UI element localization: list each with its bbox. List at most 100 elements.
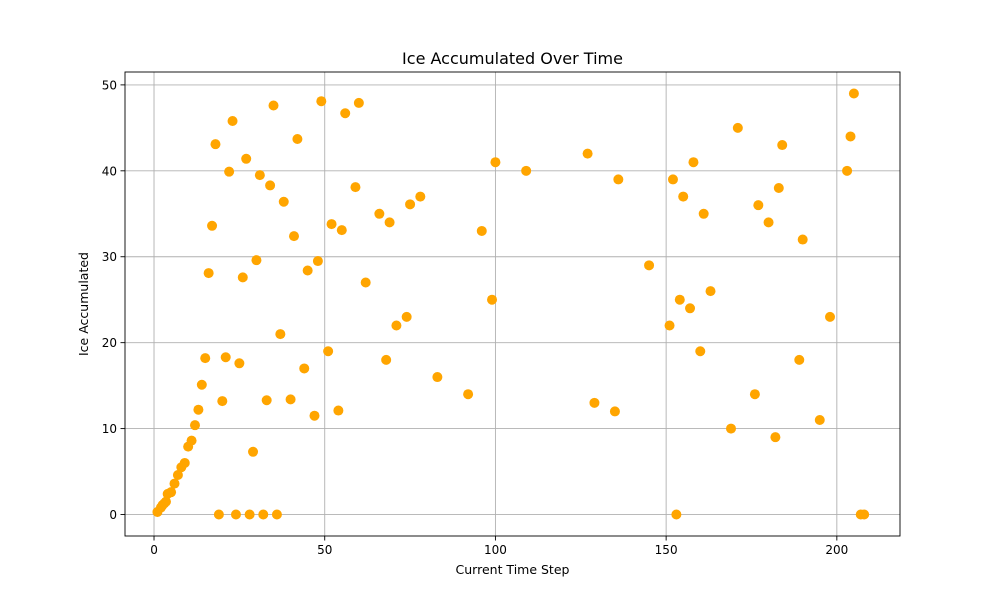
data-point [288,231,299,242]
data-point [432,372,443,383]
data-point [207,220,218,231]
data-point [667,174,678,185]
x-tick-label: 0 [150,543,158,557]
data-point [732,122,743,133]
data-point [265,180,276,191]
y-tick-label: 0 [109,508,117,522]
data-point [200,353,211,364]
data-point [179,457,190,468]
data-point [251,255,262,266]
data-point [248,446,259,457]
data-point [309,410,320,421]
data-point [271,509,282,520]
data-point [374,208,385,219]
data-point [316,96,327,107]
data-point [169,478,180,489]
data-point [777,140,788,151]
data-point [220,352,231,363]
data-point [644,260,655,271]
data-point [770,432,781,443]
data-point [268,100,279,111]
data-point [825,311,836,322]
data-point [166,487,177,498]
y-tick-label: 30 [102,250,117,264]
data-point [285,394,296,405]
y-tick-label: 40 [102,164,117,178]
data-point [773,183,784,193]
data-point [353,97,364,108]
data-point [794,354,805,365]
data-point [401,311,412,322]
data-point [241,153,252,164]
data-point [726,423,737,434]
data-point [521,165,532,176]
data-point [582,148,593,159]
x-tick-label: 150 [655,543,678,557]
data-point [664,320,675,331]
data-point [196,379,207,390]
data-point [797,234,808,245]
data-point [237,272,248,283]
data-point [230,509,241,520]
data-point [698,208,709,219]
data-point [224,166,235,177]
data-point [695,346,706,357]
points-layer [152,88,870,520]
data-point [415,191,426,202]
data-point [705,286,716,297]
data-point [299,363,310,374]
x-tick-label: 200 [825,543,848,557]
data-point [845,131,856,142]
data-point [302,265,313,276]
data-point [848,88,859,99]
data-point [685,303,696,314]
data-point [688,157,699,168]
data-point [336,225,347,236]
data-point [217,396,228,407]
data-point [258,509,269,520]
data-point [227,115,238,126]
data-point [763,217,774,228]
data-point [254,170,265,181]
x-tick-label: 100 [484,543,507,557]
data-point [609,406,620,417]
data-point [326,219,337,230]
data-point [490,157,501,168]
data-point [189,420,200,431]
data-point [381,354,392,365]
data-point [674,294,685,305]
chart-title: Ice Accumulated Over Time [402,49,623,68]
data-point [292,134,303,145]
data-point [333,405,344,416]
data-point [360,277,371,288]
ticks-layer: 0 50 100 150 200 0 10 20 30 40 50 [102,78,849,557]
data-point [749,389,760,400]
data-point [186,435,197,446]
data-point [463,389,474,400]
y-tick-label: 10 [102,422,117,436]
data-point [278,196,289,207]
data-point [859,509,870,520]
data-point [487,294,498,305]
data-point [234,358,245,369]
plot-frame [124,71,901,537]
data-point [753,200,764,211]
data-point [323,346,334,357]
data-point [671,509,682,520]
data-point [405,199,416,210]
x-tick-label: 50 [317,543,332,557]
data-point [613,174,624,185]
data-point [213,509,224,520]
data-point [340,108,351,119]
data-point [589,397,600,408]
data-point [193,404,204,415]
data-point [384,217,395,228]
data-point [203,268,214,279]
data-point [312,256,323,267]
data-point [842,165,853,176]
data-point [391,320,402,331]
data-point [678,191,689,202]
data-point [210,139,221,150]
y-tick-label: 20 [102,336,117,350]
